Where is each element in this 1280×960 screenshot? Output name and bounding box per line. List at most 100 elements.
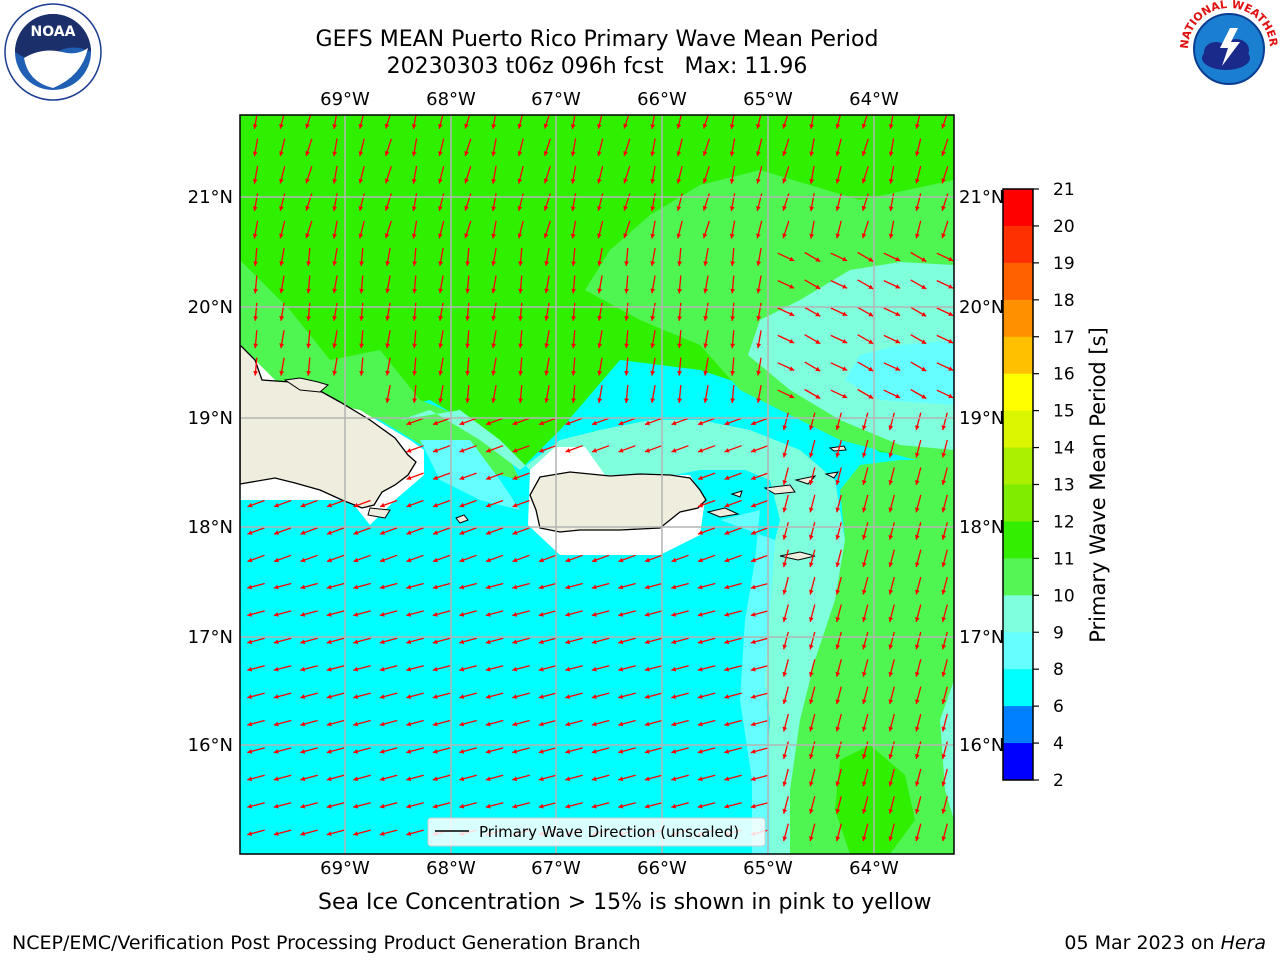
wave-arrow-head	[703, 398, 709, 403]
wave-arrow-head	[565, 420, 571, 426]
wave-arrow-head	[623, 123, 628, 129]
wave-arrow-head	[915, 726, 920, 732]
colorbar-swatch	[1003, 632, 1033, 670]
wave-arrow-head	[789, 311, 795, 316]
wave-arrow-head	[247, 721, 253, 727]
wave-arrow-head	[591, 776, 597, 782]
noaa-logo: NOAA	[4, 3, 102, 101]
wave-arrow-head	[782, 836, 788, 842]
wave-arrow-head	[597, 178, 602, 184]
wave-arrow-head	[543, 178, 549, 184]
wave-arrow-head	[750, 803, 756, 809]
wave-arrow-head	[411, 233, 417, 239]
wave-arrow-head	[273, 803, 279, 809]
wave-arrow-head	[406, 694, 412, 699]
wave-arrow-head	[253, 343, 258, 349]
sea-ice-caption: Sea Ice Concentration > 15% is shown in …	[318, 890, 932, 915]
wave-arrow-head	[888, 617, 894, 622]
wave-arrow-head	[868, 284, 874, 289]
wave-arrow-head	[915, 452, 920, 458]
colorbar-label: Primary Wave Mean Period [s]	[1086, 327, 1110, 643]
wave-arrow-head	[624, 398, 629, 403]
wave-arrow-head	[729, 151, 735, 157]
wave-arrow-head	[518, 343, 523, 349]
wave-arrow-head	[809, 233, 815, 239]
wave-arrow-head	[384, 178, 390, 184]
wave-arrow-head	[815, 284, 821, 289]
wave-arrow-head	[782, 754, 788, 759]
field-8-9s-central	[420, 440, 775, 854]
wave-arrow-head	[353, 530, 359, 535]
wave-arrow-head	[273, 749, 279, 754]
wave-arrow-head	[406, 420, 412, 426]
wave-arrow-head	[543, 123, 549, 129]
wave-arrow-head	[676, 233, 682, 239]
wave-arrow-head	[485, 694, 491, 699]
wave-arrow-head	[724, 584, 730, 590]
wave-arrow-head	[592, 557, 597, 563]
colorbar-swatch	[1003, 669, 1033, 707]
wave-arrow-head	[697, 694, 703, 699]
wave-arrow-head	[565, 694, 571, 699]
lon-label: 67°W	[531, 858, 581, 879]
wave-arrow-head	[861, 123, 867, 129]
wave-arrow-head	[459, 803, 465, 809]
wave-arrow-head	[491, 398, 497, 403]
wave-arrow-head	[326, 639, 332, 645]
wave-arrow-head	[459, 612, 465, 617]
wave-arrow-head	[565, 776, 571, 782]
wave-arrow-head	[915, 562, 920, 568]
wave-arrow-head	[247, 502, 253, 508]
wave-arrow-head	[842, 339, 848, 344]
wave-arrow-head	[697, 803, 703, 809]
wave-arrow-head	[300, 749, 306, 754]
field-9-10s-edge	[940, 680, 954, 820]
wave-arrow-head	[703, 315, 709, 321]
wave-arrow-head	[571, 288, 576, 294]
wave-arrow-head	[750, 749, 756, 754]
wave-arrow-head	[702, 151, 708, 156]
wave-arrow-head	[465, 316, 470, 321]
wave-arrow-head	[327, 502, 332, 508]
wave-arrow-head	[412, 288, 417, 294]
wave-arrow-head	[438, 261, 444, 266]
wave-arrow-head	[815, 257, 821, 262]
wave-arrow-head	[730, 261, 735, 266]
wave-arrow-head	[644, 776, 650, 782]
wave-arrow-head	[485, 803, 491, 809]
wave-arrow-head	[253, 261, 258, 266]
wave-arrow-head	[888, 534, 894, 540]
wave-arrow-head	[618, 639, 624, 645]
wave-arrow-head	[464, 151, 469, 156]
wave-arrow-head	[888, 781, 894, 787]
wave-arrow-head	[359, 343, 364, 349]
wave-arrow-head	[750, 694, 756, 699]
wave-arrow-head	[809, 534, 814, 540]
wave-arrow-head	[485, 639, 491, 645]
field-8-9s-ne	[845, 340, 954, 405]
wave-arrow-head	[539, 557, 544, 563]
wave-arrow-head	[512, 803, 518, 809]
wave-arrow-head	[941, 452, 947, 458]
wave-arrow-head	[379, 749, 385, 754]
wave-arrow-head	[730, 371, 735, 376]
colorbar-swatch	[1003, 521, 1033, 559]
wave-arrow-head	[697, 776, 703, 782]
wave-arrow-head	[677, 316, 682, 321]
wave-arrow-head	[565, 448, 571, 453]
wave-arrow-head	[835, 754, 841, 759]
wave-arrow-head	[677, 343, 682, 349]
wave-arrow-head	[358, 233, 364, 239]
wave-arrow-head	[618, 721, 624, 727]
wave-arrow-head	[724, 721, 730, 727]
wave-arrow-head	[888, 178, 894, 184]
wave-arrow-head	[300, 694, 306, 699]
wave-arrow-head	[862, 836, 867, 842]
nws-logo: NATIONAL WEATHER SERVICE	[1178, 0, 1280, 96]
wave-arrow-head	[756, 233, 761, 239]
wave-arrow-head	[247, 803, 253, 809]
footer-host: Hera	[1220, 932, 1266, 954]
wave-arrow-head	[809, 480, 814, 485]
wave-arrow-head	[491, 206, 497, 212]
wave-arrow-head	[432, 584, 438, 590]
